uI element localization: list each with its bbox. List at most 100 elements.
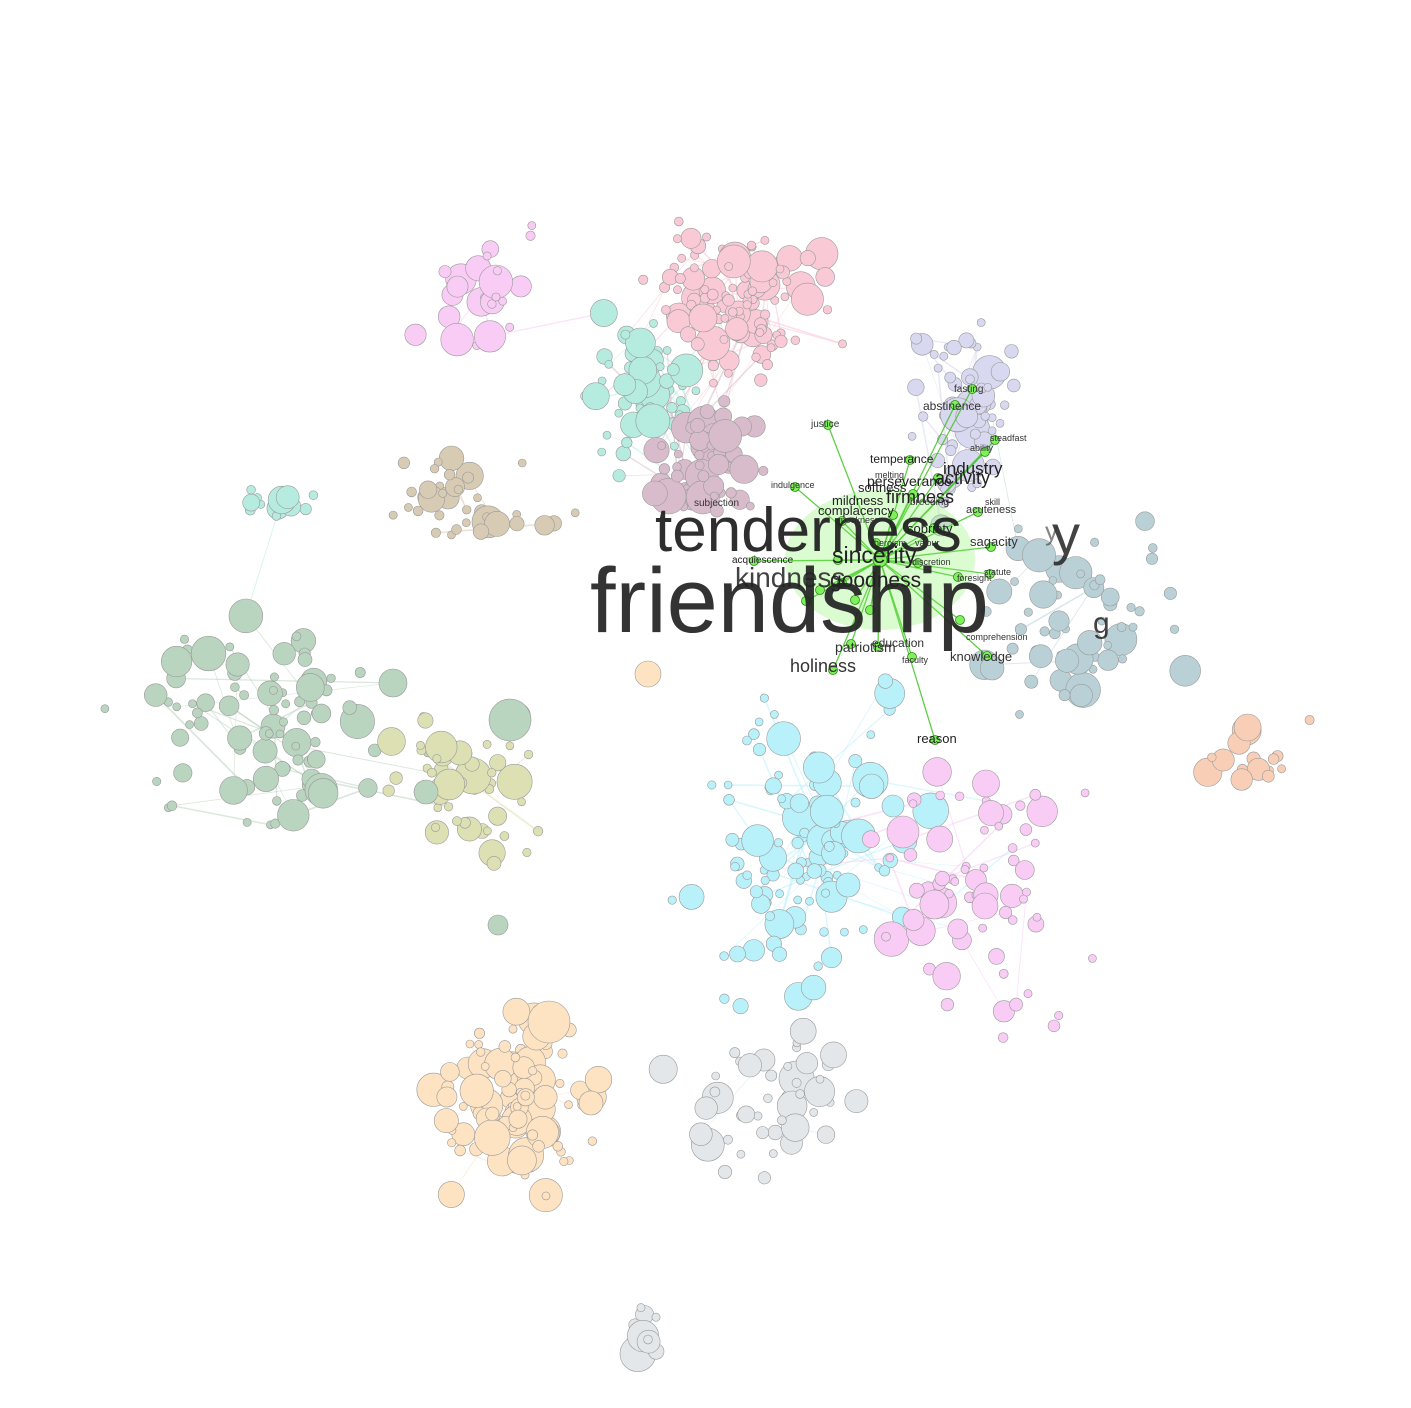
network-node[interactable]	[819, 927, 829, 937]
highlight-node[interactable]	[980, 447, 990, 457]
network-node[interactable]	[774, 334, 788, 348]
label-goodness[interactable]: goodness	[830, 569, 921, 592]
network-node[interactable]	[406, 486, 417, 498]
network-node[interactable]	[459, 1073, 494, 1108]
network-node[interactable]	[700, 285, 710, 294]
network-node[interactable]	[649, 319, 658, 328]
network-node[interactable]	[522, 847, 532, 857]
label-subjection[interactable]: subjection	[694, 498, 739, 509]
network-node[interactable]	[760, 309, 771, 320]
network-node[interactable]	[489, 754, 507, 772]
network-node[interactable]	[723, 780, 733, 790]
network-node[interactable]	[1019, 894, 1028, 904]
network-node[interactable]	[446, 275, 469, 298]
network-node[interactable]	[736, 1149, 746, 1159]
highlight-node[interactable]	[907, 652, 917, 662]
network-node[interactable]	[1304, 715, 1315, 725]
network-node[interactable]	[673, 234, 682, 244]
network-node[interactable]	[771, 946, 787, 962]
network-node[interactable]	[820, 1041, 847, 1069]
network-node[interactable]	[1090, 537, 1100, 547]
network-node[interactable]	[404, 503, 413, 512]
network-node[interactable]	[774, 770, 783, 780]
network-node[interactable]	[252, 738, 278, 764]
network-node[interactable]	[987, 426, 997, 436]
network-node[interactable]	[795, 1089, 805, 1099]
network-node[interactable]	[1029, 644, 1053, 669]
highlight-node[interactable]	[929, 523, 939, 533]
network-node[interactable]	[1007, 854, 1020, 867]
network-node[interactable]	[1048, 610, 1070, 632]
network-node[interactable]	[1031, 838, 1040, 848]
network-node[interactable]	[944, 889, 954, 899]
network-node[interactable]	[929, 349, 939, 359]
network-node[interactable]	[218, 695, 240, 716]
network-node[interactable]	[307, 750, 326, 769]
network-node[interactable]	[272, 642, 296, 666]
network-node[interactable]	[1069, 683, 1093, 707]
network-node[interactable]	[820, 888, 830, 898]
label-sincerity[interactable]: sincerity	[832, 542, 917, 568]
network-node[interactable]	[770, 710, 779, 719]
label-kindness[interactable]: kindness	[735, 562, 846, 593]
network-node[interactable]	[482, 251, 492, 261]
network-node[interactable]	[1023, 607, 1033, 617]
network-node[interactable]	[430, 822, 440, 832]
network-node[interactable]	[534, 515, 555, 536]
network-node[interactable]	[998, 968, 1009, 979]
network-node[interactable]	[806, 863, 823, 879]
network-node[interactable]	[152, 776, 162, 786]
network-node[interactable]	[729, 1047, 741, 1059]
network-node[interactable]	[295, 673, 325, 702]
network-node[interactable]	[944, 371, 957, 384]
network-node[interactable]	[978, 800, 1004, 826]
network-node[interactable]	[760, 235, 770, 245]
network-node[interactable]	[274, 761, 291, 777]
network-node[interactable]	[799, 250, 816, 267]
network-node[interactable]	[816, 1125, 836, 1144]
network-node[interactable]	[699, 404, 715, 419]
network-node[interactable]	[1100, 587, 1120, 607]
network-node[interactable]	[219, 776, 248, 805]
label-faculty[interactable]: faculty	[902, 655, 929, 665]
network-node[interactable]	[292, 754, 304, 766]
highlight-node[interactable]	[749, 556, 759, 566]
network-node[interactable]	[759, 693, 769, 703]
highlight-node[interactable]	[871, 538, 881, 548]
network-node[interactable]	[694, 449, 705, 460]
network-node[interactable]	[815, 267, 835, 287]
network-node[interactable]	[933, 363, 943, 373]
network-node[interactable]	[225, 652, 250, 677]
label-perseverance[interactable]: perseverance	[867, 473, 952, 489]
network-node[interactable]	[675, 396, 686, 407]
network-node[interactable]	[940, 997, 955, 1012]
network-node[interactable]	[673, 449, 683, 459]
label-meekness[interactable]: meekness	[838, 515, 880, 525]
network-node[interactable]	[850, 797, 861, 808]
network-node[interactable]	[820, 947, 842, 969]
network-node[interactable]	[666, 363, 680, 376]
network-node[interactable]	[634, 660, 662, 688]
label-activity[interactable]: activity	[935, 468, 990, 488]
network-node[interactable]	[674, 216, 684, 227]
network-node[interactable]	[253, 765, 280, 792]
network-node[interactable]	[1134, 606, 1145, 617]
network-node[interactable]	[955, 405, 979, 428]
network-node[interactable]	[954, 791, 965, 801]
network-node[interactable]	[984, 458, 1001, 476]
highlight-node[interactable]	[837, 516, 847, 526]
network-node[interactable]	[958, 332, 975, 349]
network-node[interactable]	[661, 305, 671, 315]
label-breeding[interactable]: breeding	[910, 497, 949, 508]
label-comprehension[interactable]: comprehension	[966, 632, 1028, 642]
network-node[interactable]	[1007, 915, 1018, 925]
network-node[interactable]	[730, 861, 740, 872]
network-node[interactable]	[474, 1040, 484, 1049]
network-node[interactable]	[938, 496, 950, 509]
label-ability[interactable]: ability	[970, 443, 994, 453]
network-node[interactable]	[1077, 630, 1103, 656]
network-node[interactable]	[717, 1165, 732, 1180]
network-node[interactable]	[651, 1312, 661, 1322]
network-node[interactable]	[767, 1124, 783, 1141]
network-node[interactable]	[751, 352, 761, 362]
